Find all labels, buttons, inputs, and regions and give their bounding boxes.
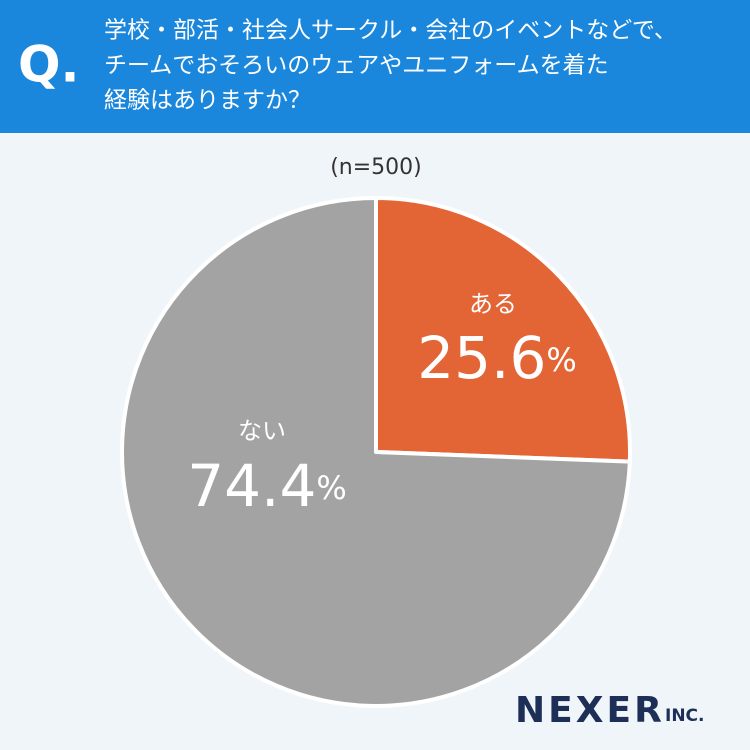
title-line: チームでおそろいのウェアやユニフォームを着た (104, 53, 609, 79)
slice-label: ある (469, 290, 517, 318)
logo: NEXER (515, 690, 665, 731)
slice-label: ない (238, 417, 286, 445)
logo-suffix: INC. (665, 706, 705, 726)
pie: ある 25.6% ない 74.4% (120, 196, 632, 708)
value-label: 25.6% (417, 324, 577, 392)
header (0, 0, 750, 133)
title-line: 経験はありますか？ (104, 88, 311, 114)
pie-slice (120, 196, 632, 708)
subtitle: (n=500) (330, 155, 422, 180)
value-label: 74.4% (187, 452, 347, 520)
question-prefix: Q. (18, 36, 80, 94)
pie-slice (374, 196, 632, 464)
title-line: 学校・部活・社会人サークル・会社のイベントなどで、 (104, 18, 677, 44)
